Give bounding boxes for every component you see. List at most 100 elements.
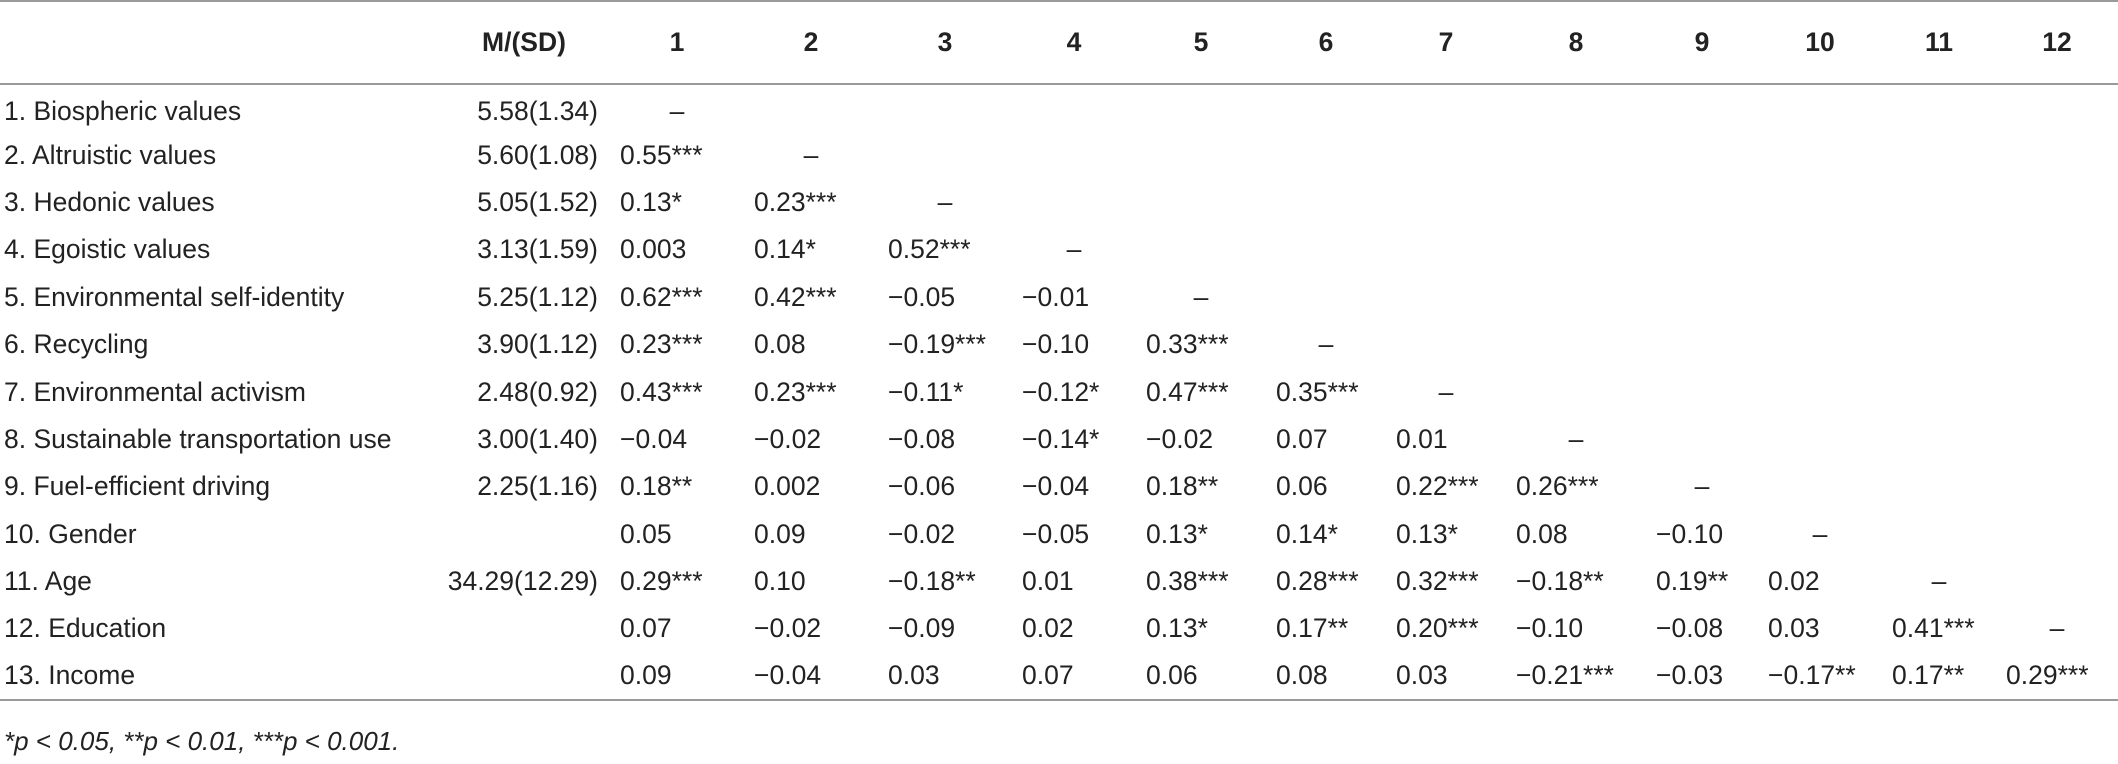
correlation-cell xyxy=(1506,226,1646,273)
correlation-cell: 0.01 xyxy=(1396,423,1448,454)
correlation-cell xyxy=(1386,179,1506,226)
table-row: 3. Hedonic values 5.05(1.52) 0.13* 0.23*** – xyxy=(0,179,2118,226)
correlation-cell xyxy=(878,131,1012,178)
header-col-2: 2 xyxy=(744,0,878,85)
correlation-cell: – xyxy=(1318,329,1334,360)
row-msd: 5.05(1.52) xyxy=(477,186,598,217)
correlation-cell: −0.03 xyxy=(1646,652,1758,702)
correlation-cell: 0.29*** xyxy=(620,566,703,597)
table-row: 4. Egoistic values 3.13(1.59) 0.003 0.14* 0.… xyxy=(0,226,2118,273)
row-msd: 3.13(1.59) xyxy=(477,234,598,265)
row-label: 11. Age xyxy=(4,566,92,597)
table-header-row: M/(SD) 1 2 3 4 5 6 7 8 9 10 11 12 xyxy=(0,0,2118,85)
correlation-cell: 0.01 xyxy=(1022,566,1074,597)
row-label: 7. Environmental activism xyxy=(4,376,306,407)
table-row: 6. Recycling 3.90(1.12) 0.23*** 0.08 −0.19**… xyxy=(0,321,2118,368)
table-row: 7. Environmental activism 2.48(0.92) 0.43*… xyxy=(0,368,2118,415)
row-label: 13. Income xyxy=(0,652,438,702)
table-row: 12. Education 0.07 −0.02 −0.09 0.02 0.13* 0.17… xyxy=(0,605,2118,652)
correlation-cell: 0.06 xyxy=(1276,471,1328,502)
correlation-cell xyxy=(1996,131,2118,178)
correlation-cell: – xyxy=(803,139,819,170)
correlation-cell: – xyxy=(669,95,685,126)
correlation-cell xyxy=(1758,179,1882,226)
table-row: 11. Age 34.29(12.29) 0.29*** 0.10 −0.18** 0.0… xyxy=(0,558,2118,605)
correlation-cell: 0.09 xyxy=(754,518,806,549)
correlation-cell: 0.10 xyxy=(754,566,806,597)
table-row: 2. Altruistic values 5.60(1.08) 0.55*** – xyxy=(0,131,2118,178)
correlation-cell: 0.14* xyxy=(1276,518,1338,549)
correlation-cell: 0.33*** xyxy=(1146,329,1229,360)
correlation-cell: 0.02 xyxy=(1022,613,1074,644)
correlation-cell: 0.03 xyxy=(878,652,1012,702)
correlation-cell xyxy=(1882,131,1996,178)
correlation-cell: −0.08 xyxy=(888,423,956,454)
row-msd: 5.60(1.08) xyxy=(477,139,598,170)
correlation-table: M/(SD) 1 2 3 4 5 6 7 8 9 10 11 12 1. Biospheric valu… xyxy=(0,0,2118,702)
row-msd: 2.48(0.92) xyxy=(477,376,598,407)
correlation-cell: −0.04 xyxy=(744,652,878,702)
correlation-cell: 0.003 xyxy=(620,234,687,265)
correlation-cell: 0.38*** xyxy=(1146,566,1229,597)
correlation-cell xyxy=(1136,131,1266,178)
row-msd: 5.25(1.12) xyxy=(477,281,598,312)
header-variable xyxy=(0,0,438,85)
row-msd xyxy=(438,605,610,652)
correlation-cell xyxy=(1996,416,2118,463)
correlation-cell: – xyxy=(1694,471,1710,502)
correlation-cell xyxy=(1882,274,1996,321)
header-col-1: 1 xyxy=(610,0,744,85)
correlation-cell xyxy=(1506,179,1646,226)
correlation-cell: 0.62*** xyxy=(620,281,703,312)
correlation-cell xyxy=(1506,274,1646,321)
table-row: 10. Gender 0.05 0.09 −0.02 −0.05 0.13* 0.14* 0.… xyxy=(0,511,2118,558)
significance-footnote: *p < 0.05, **p < 0.01, ***p < 0.001. xyxy=(4,726,400,756)
correlation-cell xyxy=(1012,84,1136,131)
correlation-cell xyxy=(1758,416,1882,463)
row-label: 1. Biospheric values xyxy=(4,95,242,126)
correlation-cell: −0.12* xyxy=(1022,376,1100,407)
correlation-cell: – xyxy=(1931,566,1947,597)
correlation-cell xyxy=(1506,84,1646,131)
table-row: 13. Income 0.09 −0.04 0.03 0.07 0.06 0.08 0.03−… xyxy=(0,652,2118,702)
correlation-cell: −0.01 xyxy=(1022,281,1090,312)
correlation-cell xyxy=(1758,368,1882,415)
correlation-cell: −0.02 xyxy=(888,518,956,549)
correlation-cell: 0.23*** xyxy=(620,329,703,360)
correlation-cell xyxy=(1646,131,1758,178)
correlation-cell xyxy=(1646,226,1758,273)
table-row: 8. Sustainable transportation use 3.00(1.… xyxy=(0,416,2118,463)
correlation-cell: 0.02 xyxy=(1768,566,1820,597)
correlation-cell: −0.10 xyxy=(1022,329,1090,360)
correlation-cell: 0.08 xyxy=(754,329,806,360)
correlation-cell: 0.13* xyxy=(1146,613,1208,644)
correlation-cell: 0.07 xyxy=(1012,652,1136,702)
correlation-cell: −0.04 xyxy=(1022,471,1090,502)
correlation-cell: −0.21*** xyxy=(1506,652,1646,702)
correlation-cell: 0.05 xyxy=(620,518,672,549)
correlation-cell: 0.08 xyxy=(1266,652,1386,702)
correlation-cell xyxy=(1758,131,1882,178)
header-col-11: 11 xyxy=(1882,0,1996,85)
correlation-cell: −0.10 xyxy=(1516,613,1584,644)
correlation-cell: −0.18** xyxy=(1516,566,1604,597)
correlation-cell: −0.05 xyxy=(888,281,956,312)
row-label: 4. Egoistic values xyxy=(4,234,211,265)
row-label: 12. Education xyxy=(4,613,167,644)
correlation-cell: 0.29*** xyxy=(1996,652,2118,702)
correlation-cell xyxy=(1882,84,1996,131)
header-col-9: 9 xyxy=(1646,0,1758,85)
correlation-cell: 0.19** xyxy=(1656,566,1729,597)
correlation-cell xyxy=(1996,511,2118,558)
correlation-cell: 0.28*** xyxy=(1276,566,1359,597)
correlation-cell xyxy=(1266,274,1386,321)
header-msd: M/(SD) xyxy=(438,0,610,85)
table-row: 5. Environmental self-identity 5.25(1.12)… xyxy=(0,274,2118,321)
correlation-cell xyxy=(1996,368,2118,415)
correlation-cell xyxy=(1882,511,1996,558)
correlation-cell: −0.14* xyxy=(1022,423,1100,454)
row-msd: 34.29(12.29) xyxy=(447,566,598,597)
header-col-8: 8 xyxy=(1506,0,1646,85)
header-col-10: 10 xyxy=(1758,0,1882,85)
correlation-cell: 0.18** xyxy=(1146,471,1219,502)
